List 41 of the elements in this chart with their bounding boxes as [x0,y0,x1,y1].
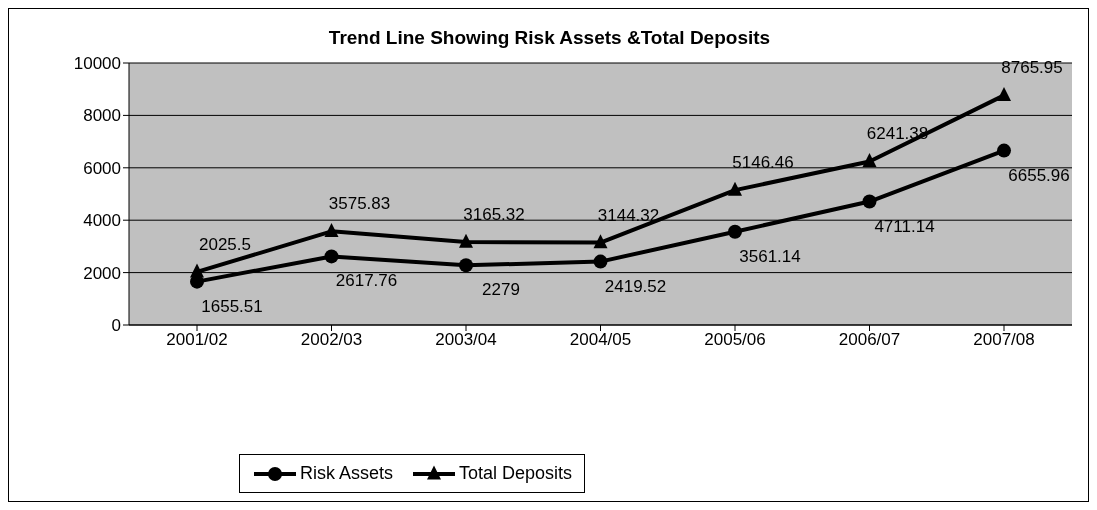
point [593,254,608,269]
point [324,222,339,237]
data-label: 2025.5 [199,234,251,254]
data-label: 1655.51 [201,296,263,316]
y-tick-label: 2000 [83,263,121,283]
data-label: 2419.52 [604,276,667,296]
x-tick-label: 2005/06 [704,330,766,350]
data-label: 2279 [482,280,520,300]
data-label: 6655.96 [1008,165,1070,185]
data-label: 2617.76 [335,271,398,291]
x-tick-label: 2004/05 [569,330,632,350]
y-tick-label: 4000 [83,211,121,231]
x-tick-label: 2001/02 [166,330,228,350]
point [728,224,742,239]
point [728,181,742,196]
x-tick-label: 2003/04 [435,330,497,350]
y-tick-label: 10000 [73,54,121,74]
point [459,233,473,248]
y-tick-label: 0 [111,316,121,336]
chart-title: Trend Line Showing Risk Assets &Total Deposits [327,27,772,49]
y-tick-label: 8000 [83,106,121,126]
x-tick-label: 2002/03 [300,330,363,350]
point [862,153,877,168]
data-label: 8765.95 [1001,58,1063,78]
y-tick-label: 6000 [83,158,121,178]
data-label: 3165.32 [463,205,525,225]
data-label: 3575.83 [328,194,391,214]
point [862,194,877,209]
point [997,86,1011,101]
legend-label: Risk Assets [300,463,394,484]
point [324,249,339,264]
data-label: 3144.32 [597,205,660,225]
data-label: 4711.14 [874,216,935,236]
x-tick-label: 2007/08 [973,330,1035,350]
point [593,234,608,249]
legend-label: Total Deposits [459,463,573,484]
point [459,258,473,273]
x-tick-label: 2006/07 [838,330,901,350]
point [997,143,1011,158]
data-label: 3561.14 [739,246,801,266]
point [190,263,204,278]
